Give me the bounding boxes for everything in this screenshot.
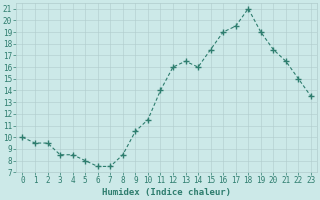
X-axis label: Humidex (Indice chaleur): Humidex (Indice chaleur) (102, 188, 231, 197)
